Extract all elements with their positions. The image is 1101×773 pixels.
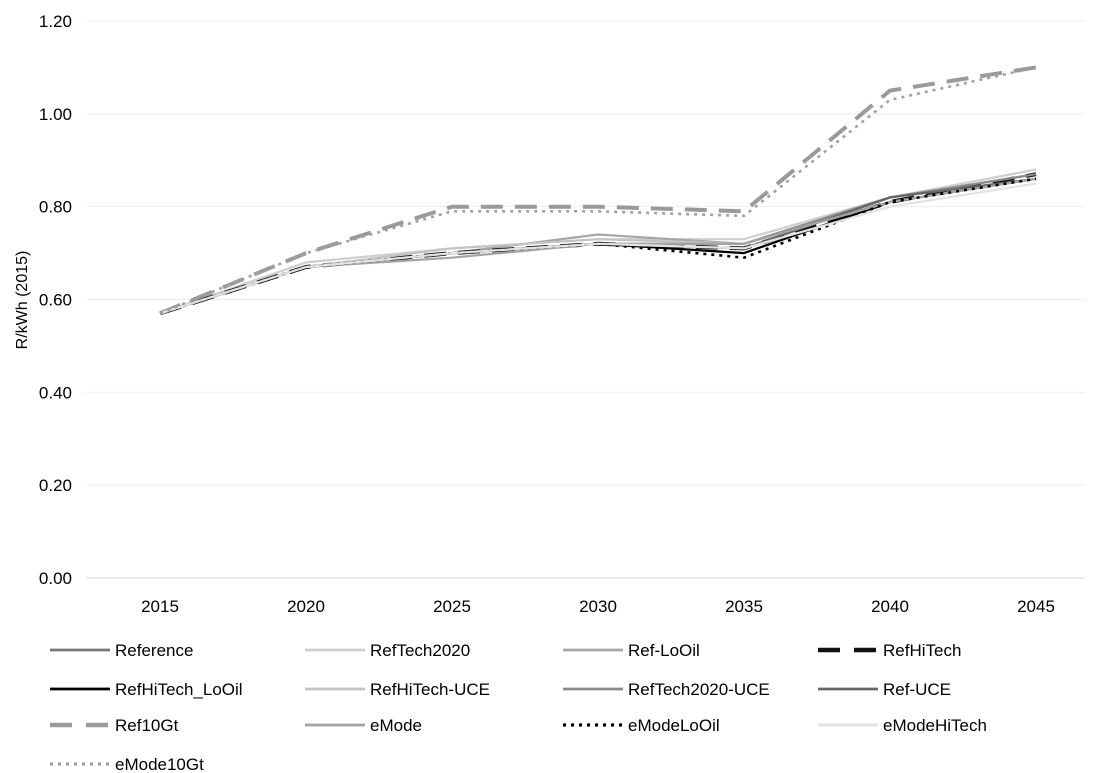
y-axis-label: R/kWh (2015): [14, 251, 31, 350]
legend-item: RefHiTech_LoOil: [50, 680, 243, 699]
series-line-emode10gt: [159, 66, 1037, 315]
legend-item: RefTech2020: [305, 641, 470, 660]
y-tick-label: 0.20: [39, 476, 72, 495]
legend-item: RefTech2020-UCE: [563, 680, 770, 699]
x-tick-label: 2015: [141, 597, 179, 616]
x-axis-ticks: 2015 2020 2025 2030 2035 2040 2045: [141, 597, 1055, 616]
x-tick-label: 2035: [725, 597, 763, 616]
series-line-emodehitech: [159, 182, 1037, 315]
legend-item: eModeLoOil: [563, 716, 720, 735]
y-tick-label: 0.00: [39, 569, 72, 588]
series-line-ref10gt: [159, 65, 1037, 316]
legend-item: Ref10Gt: [50, 716, 179, 735]
legend-item: Ref-LoOil: [563, 641, 700, 660]
legend-label: RefTech2020-UCE: [628, 680, 770, 699]
x-tick-label: 2020: [287, 597, 325, 616]
x-tick-label: 2030: [579, 597, 617, 616]
y-tick-label: 0.40: [39, 383, 72, 402]
legend-label: Ref10Gt: [115, 716, 179, 735]
legend-item: Reference: [50, 641, 193, 660]
legend-item: RefHiTech: [818, 641, 961, 660]
legend-label: eMode: [370, 716, 422, 735]
y-tick-label: 1.20: [39, 12, 72, 31]
y-tick-label: 0.80: [39, 198, 72, 217]
legend-item: eMode10Gt: [50, 755, 204, 773]
x-tick-label: 2040: [871, 597, 909, 616]
legend-label: Reference: [115, 641, 193, 660]
legend-label: RefHiTech: [883, 641, 961, 660]
legend-item: Ref-UCE: [818, 680, 951, 699]
legend-label: RefHiTech_LoOil: [115, 680, 243, 699]
legend-item: eModeHiTech: [818, 716, 987, 735]
series-line-emode: [159, 177, 1037, 315]
legend-label: RefHiTech-UCE: [370, 680, 490, 699]
series-lines: [159, 65, 1037, 316]
legend-label: eMode10Gt: [115, 755, 204, 773]
legend-item: eMode: [305, 716, 422, 735]
legend-label: Ref-UCE: [883, 680, 951, 699]
legend-label: eModeHiTech: [883, 716, 987, 735]
x-tick-label: 2045: [1017, 597, 1055, 616]
y-tick-label: 0.60: [39, 291, 72, 310]
gridlines: [86, 20, 1085, 579]
legend-label: eModeLoOil: [628, 716, 720, 735]
legend: Reference RefTech2020 Ref-LoOil RefHiTech Re…: [50, 641, 987, 773]
x-tick-label: 2025: [433, 597, 471, 616]
legend-label: RefTech2020: [370, 641, 470, 660]
y-tick-label: 1.00: [39, 105, 72, 124]
legend-item: RefHiTech-UCE: [305, 680, 490, 699]
y-axis-ticks: 0.00 0.20 0.40 0.60 0.80 1.00 1.20: [39, 12, 72, 588]
legend-label: Ref-LoOil: [628, 641, 700, 660]
series-line-reftech2020: [159, 168, 1037, 315]
